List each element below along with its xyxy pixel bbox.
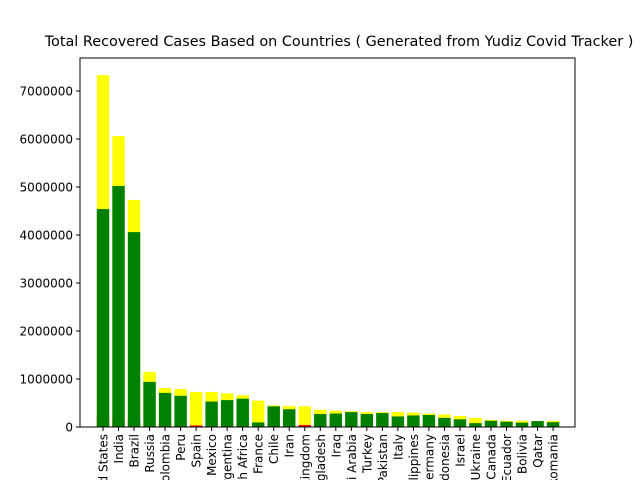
bar bbox=[298, 424, 311, 427]
bar bbox=[469, 423, 482, 427]
bar bbox=[220, 400, 234, 427]
y-tick-label: 5000000 bbox=[20, 181, 73, 195]
bar bbox=[376, 413, 389, 427]
x-tick-label: Iraq bbox=[329, 434, 343, 457]
x-tick-label: Peru bbox=[174, 434, 188, 461]
bar bbox=[438, 417, 451, 427]
x-tick-label: France bbox=[252, 434, 266, 474]
bar bbox=[360, 414, 374, 427]
bar bbox=[407, 415, 420, 427]
bar bbox=[469, 417, 482, 427]
x-tick-label: India bbox=[112, 434, 126, 463]
x-tick-label: Israel bbox=[453, 434, 467, 467]
x-tick-label: Chile bbox=[267, 434, 281, 464]
x-tick-label: Russia bbox=[143, 434, 157, 473]
bar bbox=[345, 412, 358, 427]
y-tick-label: 0 bbox=[65, 421, 73, 435]
x-tick-label: Pakistan bbox=[376, 434, 390, 480]
bar bbox=[298, 406, 311, 427]
y-tick-label: 7000000 bbox=[20, 85, 73, 99]
plot-frame bbox=[79, 57, 576, 428]
x-tick-label: Qatar bbox=[531, 434, 545, 468]
x-tick-label: Germany bbox=[422, 434, 436, 480]
bar bbox=[205, 401, 218, 427]
bar bbox=[112, 186, 125, 427]
x-tick-label: Philippines bbox=[407, 434, 421, 480]
x-tick-label: Romania bbox=[547, 434, 561, 480]
bar bbox=[158, 392, 172, 427]
bar bbox=[329, 413, 343, 427]
x-tick-label: Ukraine bbox=[469, 434, 483, 480]
bar bbox=[422, 415, 436, 427]
bar bbox=[143, 381, 156, 427]
y-tick-label: 1000000 bbox=[20, 373, 73, 387]
x-tick-label: Bolivia bbox=[516, 434, 530, 474]
bar bbox=[267, 406, 280, 427]
x-tick-label: Colombia bbox=[159, 434, 173, 480]
x-tick-label: Turkey bbox=[360, 434, 374, 474]
bar bbox=[515, 422, 529, 427]
x-tick-label: Mexico bbox=[205, 434, 219, 476]
x-tick-label: Indonesia bbox=[438, 434, 452, 480]
bar bbox=[189, 425, 203, 427]
chart-title: Total Recovered Cases Based on Countries… bbox=[44, 34, 634, 50]
bar bbox=[500, 421, 513, 427]
bar bbox=[484, 420, 498, 427]
x-tick-label: Saudi Arabia bbox=[345, 434, 359, 480]
x-tick-label: Canada bbox=[485, 434, 499, 480]
bar bbox=[531, 421, 544, 427]
x-tick-label: United Kingdom bbox=[298, 434, 312, 480]
bar bbox=[236, 398, 249, 427]
x-tick-label: Iran bbox=[283, 434, 297, 457]
bar bbox=[546, 422, 560, 427]
y-tick-label: 6000000 bbox=[20, 133, 73, 147]
x-tick-label: United States bbox=[97, 434, 111, 480]
y-tick-label: 4000000 bbox=[20, 229, 73, 243]
x-tick-label: South Africa bbox=[236, 434, 250, 480]
bar bbox=[283, 409, 296, 427]
bar bbox=[251, 422, 265, 427]
y-tick-label: 2000000 bbox=[20, 325, 73, 339]
x-tick-label: Argentina bbox=[221, 434, 235, 480]
bar bbox=[251, 400, 265, 427]
bar bbox=[189, 391, 203, 427]
bar bbox=[127, 232, 141, 427]
bar bbox=[314, 414, 327, 427]
x-tick-label: Brazil bbox=[128, 434, 142, 468]
x-tick-label: Italy bbox=[391, 434, 405, 460]
bar bbox=[391, 416, 405, 427]
bar bbox=[96, 209, 110, 427]
bar bbox=[174, 395, 187, 427]
x-tick-label: Ecuador bbox=[500, 434, 514, 480]
x-tick-label: Bangladesh bbox=[314, 434, 328, 480]
bar bbox=[453, 419, 467, 427]
y-tick-label: 3000000 bbox=[20, 277, 73, 291]
x-tick-label: Spain bbox=[190, 434, 204, 468]
